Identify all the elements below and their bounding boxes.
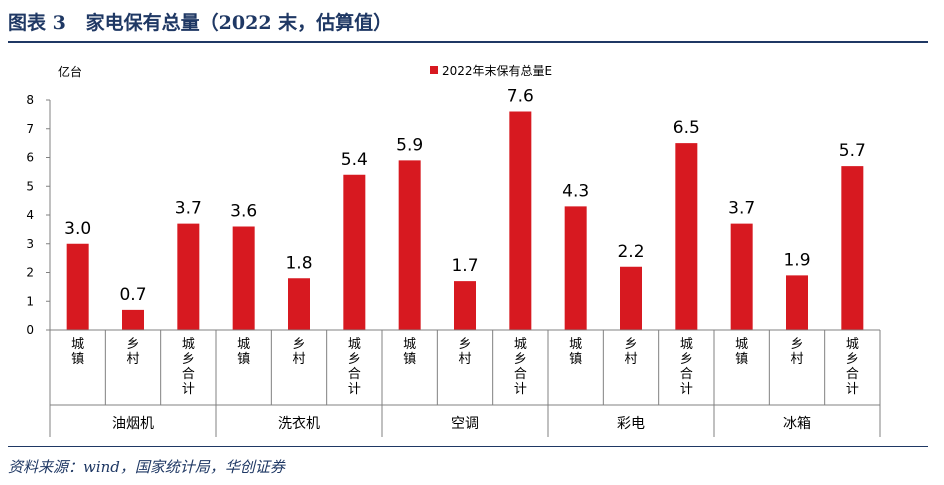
category-label: 城乡合计 <box>846 337 859 397</box>
group-label: 洗衣机 <box>278 416 320 432</box>
y-tick-label: 0 <box>26 323 34 337</box>
bar-value-labels: 3.0 0.7 3.7 3.6 1.8 5.4 5.9 1.7 7.6 4.3 2.2 6.5 3.7 1… <box>64 87 866 305</box>
bar <box>177 223 200 330</box>
bar-value-label: 5.4 <box>341 150 368 170</box>
category-label: 城镇 <box>735 337 748 367</box>
x-axis: 城镇 乡村 城乡合计 城镇 乡村 城乡合计 城镇 乡村 城乡合计 城镇 乡村 城乡合计 城镇 乡村 城乡合计… <box>49 329 881 437</box>
category-label: 城乡合计 <box>182 337 195 397</box>
bar <box>398 160 421 330</box>
bar <box>675 143 698 330</box>
y-tick-label: 4 <box>26 208 34 222</box>
bar <box>343 174 366 330</box>
category-label: 城镇 <box>71 337 84 367</box>
bar <box>730 223 753 330</box>
group-label: 彩电 <box>617 416 645 432</box>
bar-value-label: 4.3 <box>562 181 589 201</box>
legend-swatch <box>430 66 438 74</box>
bar-value-label: 3.7 <box>728 199 755 219</box>
bar-value-label: 1.7 <box>451 256 478 276</box>
bar <box>620 266 642 330</box>
group-label: 冰箱 <box>783 416 811 432</box>
y-tick-label: 5 <box>26 179 34 193</box>
bar-value-label: 1.8 <box>285 253 312 273</box>
category-label: 城镇 <box>403 337 416 367</box>
category-label: 城乡合计 <box>680 337 693 397</box>
bar-value-label: 1.9 <box>783 250 810 270</box>
footer-divider <box>8 446 928 447</box>
bar-value-label: 7.6 <box>507 87 534 107</box>
group-label: 油烟机 <box>112 416 154 432</box>
y-axis: 0 1 2 3 4 5 6 7 8 <box>26 93 51 337</box>
bar <box>288 278 310 330</box>
bar-value-label: 0.7 <box>119 285 146 305</box>
category-label: 乡村 <box>790 337 803 367</box>
bar-chart: 0 1 2 3 4 5 6 7 8 3.0 0.7 3.7 3.6 1.8 5.4 5.9 1.7 7.6 4.3… <box>26 64 881 437</box>
bar-value-label: 5.7 <box>839 141 866 161</box>
y-tick-label: 8 <box>26 93 34 107</box>
legend: 2022年末保有总量E <box>430 64 552 78</box>
bar-value-label: 5.9 <box>396 135 423 155</box>
bar <box>66 243 89 330</box>
bar-value-label: 2.2 <box>617 242 644 262</box>
bar <box>841 166 864 330</box>
bar-value-label: 3.0 <box>64 219 91 239</box>
y-tick-label: 2 <box>26 266 34 280</box>
title-divider <box>8 41 928 43</box>
group-label: 空调 <box>451 416 479 432</box>
bar-value-label: 6.5 <box>673 118 700 138</box>
bar <box>454 281 476 330</box>
bar-value-label: 3.6 <box>230 202 257 222</box>
y-tick-label: 6 <box>26 151 34 165</box>
y-tick-label: 1 <box>26 294 34 308</box>
category-label: 乡村 <box>624 337 637 367</box>
category-label: 城镇 <box>569 337 582 367</box>
bar <box>786 275 808 330</box>
source-note: 资料来源：wind，国家统计局，华创证券 <box>8 458 285 476</box>
bar <box>232 226 255 330</box>
figure-title: 图表 3 家电保有总量（2022 末，估算值） <box>8 12 393 34</box>
legend-label: 2022年末保有总量E <box>442 64 552 78</box>
category-label: 乡村 <box>458 337 471 367</box>
y-tick-label: 3 <box>26 237 34 251</box>
category-label: 城镇 <box>237 337 250 367</box>
bars <box>66 111 864 330</box>
category-label: 乡村 <box>126 337 139 367</box>
bar <box>509 111 532 330</box>
bar-value-label: 3.7 <box>175 199 202 219</box>
bar <box>122 309 144 330</box>
category-label: 乡村 <box>292 337 305 367</box>
y-tick-label: 7 <box>26 122 34 136</box>
category-label: 城乡合计 <box>514 337 527 397</box>
y-axis-title: 亿台 <box>58 64 82 79</box>
category-label: 城乡合计 <box>348 337 361 397</box>
bar <box>564 206 587 330</box>
